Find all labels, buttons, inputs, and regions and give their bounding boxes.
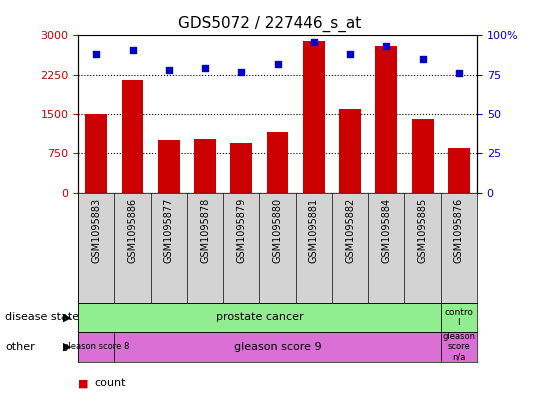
Point — [454, 70, 463, 76]
Bar — [267, 132, 288, 193]
Bar — [78, 332, 114, 362]
Bar — [303, 40, 324, 193]
Text: gleason score 9: gleason score 9 — [234, 342, 321, 352]
Point — [164, 67, 173, 73]
Point — [346, 51, 355, 57]
Point — [237, 68, 246, 75]
Text: GSM1095882: GSM1095882 — [345, 198, 355, 263]
Point — [92, 51, 101, 57]
Text: disease state: disease state — [5, 312, 80, 322]
Bar — [158, 140, 179, 193]
Point — [201, 65, 209, 72]
Text: GSM1095881: GSM1095881 — [309, 198, 319, 263]
Bar — [114, 332, 441, 362]
Bar — [376, 46, 397, 193]
Text: GSM1095885: GSM1095885 — [418, 198, 427, 263]
Text: GSM1095886: GSM1095886 — [128, 198, 137, 263]
Text: ▶: ▶ — [63, 312, 72, 322]
Bar — [194, 139, 216, 193]
Text: gleason score 8: gleason score 8 — [63, 342, 129, 351]
Text: GSM1095880: GSM1095880 — [273, 198, 282, 263]
Text: other: other — [5, 342, 35, 352]
Text: GSM1095879: GSM1095879 — [236, 198, 246, 263]
Text: count: count — [94, 378, 126, 388]
Bar — [412, 119, 433, 193]
Text: GSM1095876: GSM1095876 — [454, 198, 464, 263]
Bar — [85, 114, 107, 193]
Text: GSM1095883: GSM1095883 — [91, 198, 101, 263]
Point — [309, 39, 318, 45]
Text: contro
l: contro l — [445, 308, 473, 327]
Text: GSM1095878: GSM1095878 — [200, 198, 210, 263]
Text: ■: ■ — [78, 378, 88, 388]
Bar — [339, 109, 361, 193]
Bar — [441, 303, 477, 332]
Text: GSM1095884: GSM1095884 — [382, 198, 391, 263]
Point — [128, 46, 137, 53]
Bar — [448, 148, 470, 193]
Point — [418, 56, 427, 62]
Bar — [231, 143, 252, 193]
Text: GDS5072 / 227446_s_at: GDS5072 / 227446_s_at — [178, 16, 361, 32]
Bar — [441, 332, 477, 362]
Text: ▶: ▶ — [63, 342, 72, 352]
Text: prostate cancer: prostate cancer — [216, 312, 303, 322]
Bar — [122, 80, 143, 193]
Text: GSM1095877: GSM1095877 — [164, 198, 174, 263]
Point — [382, 43, 391, 50]
Text: gleason
score
n/a: gleason score n/a — [443, 332, 475, 362]
Point — [273, 61, 282, 67]
